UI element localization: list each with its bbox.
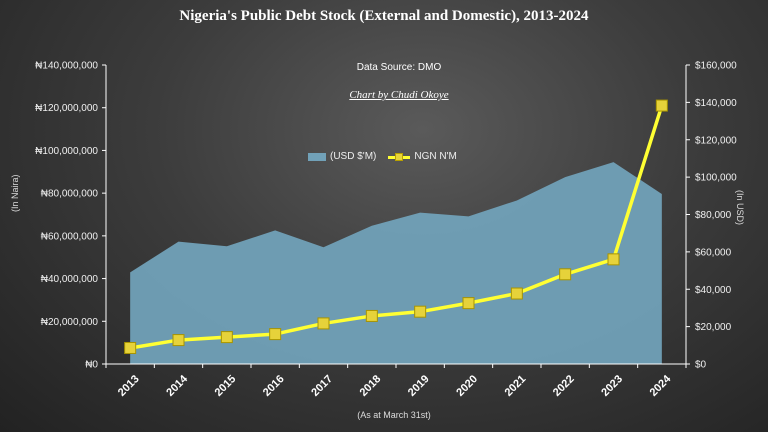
y-right-tick-label: $120,000 (695, 135, 737, 146)
y-left-tick-label: ₦60,000,000 (41, 231, 99, 242)
y-left-tick-label: ₦0 (85, 360, 98, 371)
y-left-tick-label: ₦120,000,000 (35, 103, 98, 114)
x-tick-label: 2013 (116, 373, 142, 399)
legend: (USD $'M) NGN N'M (308, 151, 457, 162)
x-tick-label: 2022 (551, 373, 577, 399)
x-tick-label: 2016 (261, 373, 287, 399)
y-left-tick-label: ₦140,000,000 (35, 61, 98, 72)
line-marker-ngn (172, 334, 185, 347)
line-marker-ngn (269, 328, 282, 341)
chart-title: Nigeria's Public Debt Stock (External an… (179, 8, 589, 24)
x-tick-label: 2017 (309, 373, 335, 399)
legend-label-usd: (USD $'M) (330, 151, 377, 162)
y-left-tick-label: ₦80,000,000 (41, 189, 99, 200)
legend-label-ngn: NGN N'M (414, 151, 457, 162)
line-series-ngn (129, 105, 664, 350)
x-tick-label: 2014 (164, 372, 190, 398)
data-source-label: Data Source: DMO (356, 62, 442, 73)
y-right-tick-label: $20,000 (695, 322, 732, 333)
x-tick-label: 2024 (648, 372, 674, 398)
line-marker-ngn (220, 331, 233, 344)
legend-line-swatch (388, 152, 411, 162)
x-tick-label: 2023 (599, 373, 625, 399)
y-right-tick-label: $40,000 (695, 285, 732, 296)
y-right-tick-label: $100,000 (695, 173, 737, 184)
y-left-tick-label: ₦20,000,000 (41, 317, 99, 328)
x-tick-label: 2020 (454, 373, 480, 399)
line-marker-ngn (462, 297, 475, 310)
line-marker-ngn (317, 317, 330, 330)
x-tick-label: 2019 (406, 373, 432, 399)
line-marker-ngn (510, 287, 523, 300)
chart-credit: Chart by Chudi Okoye (349, 89, 449, 101)
x-tick-label: 2015 (213, 373, 239, 399)
y-right-tick-label: $160,000 (695, 61, 737, 72)
y-right-tick-label: $60,000 (695, 247, 732, 258)
line-marker-ngn (414, 305, 427, 318)
y-left-tick-label: ₦40,000,000 (41, 274, 99, 285)
y-right-tick-label: $80,000 (695, 210, 732, 221)
y-left-tick-label: ₦100,000,000 (35, 146, 98, 157)
area-series-usd (130, 162, 662, 364)
line-marker-ngn (365, 309, 378, 322)
x-tick-label: 2018 (358, 373, 384, 399)
line-marker-ngn (607, 253, 620, 266)
line-marker-ngn (559, 268, 572, 281)
x-axis-label: (As at March 31st) (357, 410, 431, 420)
y-right-tick-label: $0 (695, 360, 707, 371)
x-tick-label: 2021 (503, 373, 529, 399)
y-right-tick-label: $140,000 (695, 98, 737, 109)
line-marker-ngn (124, 341, 137, 354)
line-marker-ngn (655, 99, 668, 112)
legend-area-swatch (308, 152, 326, 161)
